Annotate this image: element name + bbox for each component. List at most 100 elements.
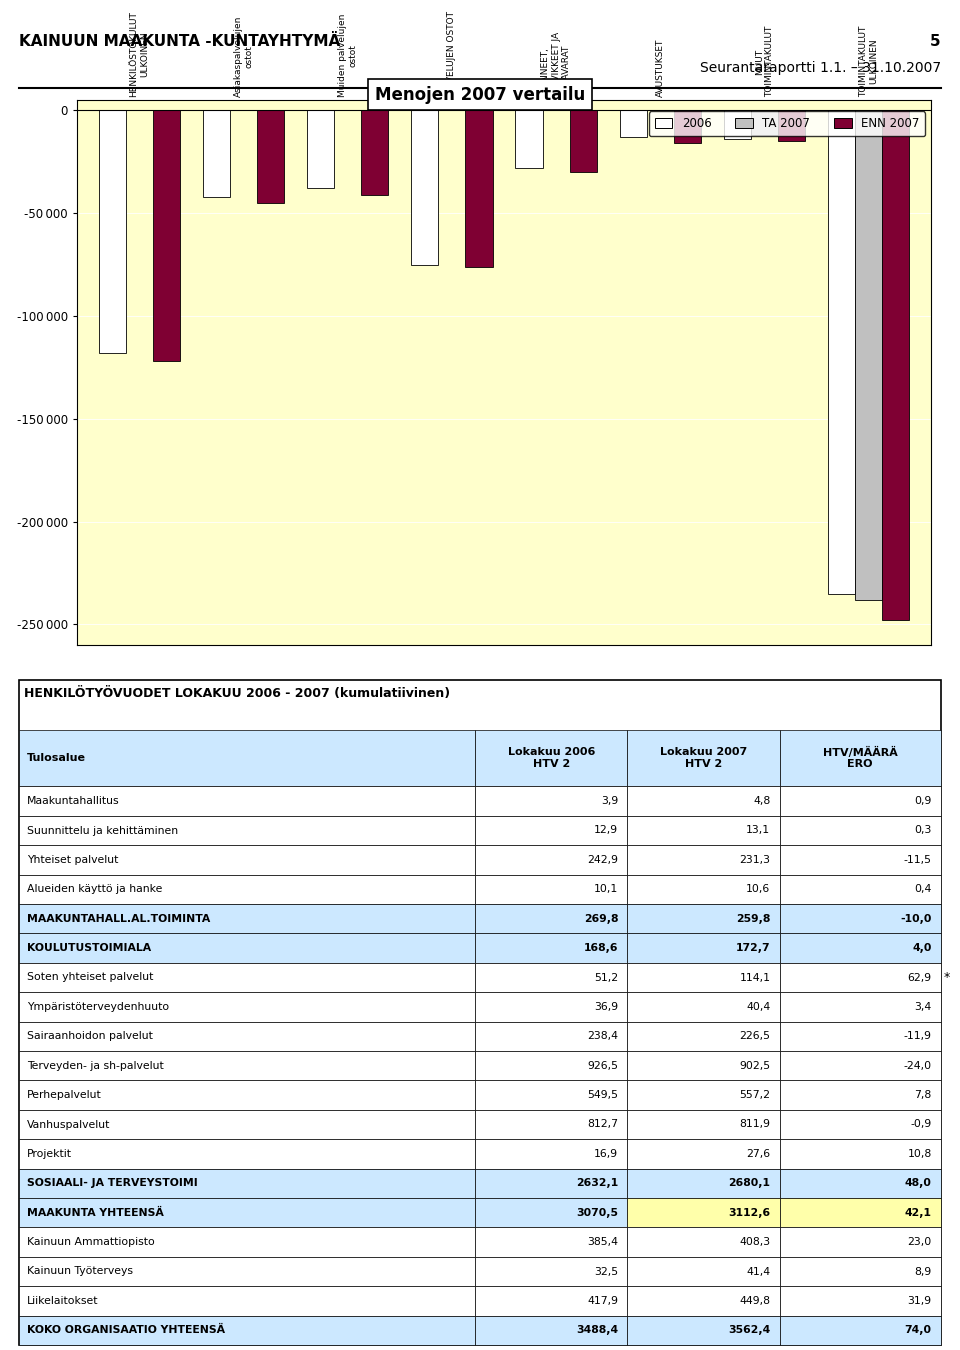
Text: Seurantaraportti 1.1. – 31.10.2007: Seurantaraportti 1.1. – 31.10.2007 bbox=[700, 61, 941, 74]
Bar bbox=[569, 111, 597, 171]
Text: -10,0: -10,0 bbox=[900, 914, 931, 923]
Text: 10,6: 10,6 bbox=[746, 884, 770, 894]
Text: KOULUTUSTOIMIALA: KOULUTUSTOIMIALA bbox=[27, 944, 151, 953]
Bar bbox=[778, 111, 805, 142]
Bar bbox=[628, 1080, 780, 1110]
Text: Lokakuu 2006
HTV 2: Lokakuu 2006 HTV 2 bbox=[508, 748, 595, 770]
Bar bbox=[628, 1110, 780, 1139]
Bar bbox=[628, 875, 780, 905]
Text: KOKO ORGANISAATIO YHTEENSÄ: KOKO ORGANISAATIO YHTEENSÄ bbox=[27, 1326, 225, 1335]
Text: -24,0: -24,0 bbox=[903, 1061, 931, 1071]
Bar bbox=[475, 1139, 628, 1169]
Bar bbox=[19, 1022, 475, 1052]
Text: Alueiden käyttö ja hanke: Alueiden käyttö ja hanke bbox=[27, 884, 162, 894]
Bar bbox=[780, 1227, 941, 1257]
Bar bbox=[780, 1169, 941, 1197]
Text: 51,2: 51,2 bbox=[594, 972, 618, 983]
Text: 8,9: 8,9 bbox=[914, 1266, 931, 1277]
Text: 4,8: 4,8 bbox=[753, 796, 770, 806]
Text: 259,8: 259,8 bbox=[736, 914, 770, 923]
Text: MAAKUNTA YHTEENSÄ: MAAKUNTA YHTEENSÄ bbox=[27, 1208, 163, 1218]
Text: 5: 5 bbox=[930, 34, 941, 49]
Bar bbox=[257, 111, 284, 202]
Bar bbox=[475, 933, 628, 963]
Bar bbox=[780, 845, 941, 875]
Bar bbox=[628, 845, 780, 875]
Bar bbox=[855, 111, 882, 599]
Text: MAAKUNTAHALL.AL.TOIMINTA: MAAKUNTAHALL.AL.TOIMINTA bbox=[27, 914, 210, 923]
Text: 40,4: 40,4 bbox=[746, 1002, 770, 1012]
Text: Perhepalvelut: Perhepalvelut bbox=[27, 1089, 102, 1100]
Text: 926,5: 926,5 bbox=[588, 1061, 618, 1071]
Text: Maakuntahallitus: Maakuntahallitus bbox=[27, 796, 119, 806]
Text: 3488,4: 3488,4 bbox=[576, 1326, 618, 1335]
Text: 13,1: 13,1 bbox=[746, 825, 770, 836]
Bar bbox=[628, 1316, 780, 1345]
Bar bbox=[628, 1227, 780, 1257]
Text: 23,0: 23,0 bbox=[907, 1237, 931, 1247]
Bar bbox=[475, 1022, 628, 1052]
Text: Vanhuspalvelut: Vanhuspalvelut bbox=[27, 1119, 110, 1130]
Bar bbox=[780, 904, 941, 933]
Text: Lokakuu 2007
HTV 2: Lokakuu 2007 HTV 2 bbox=[660, 748, 747, 770]
Bar bbox=[19, 904, 475, 933]
Bar bbox=[475, 1227, 628, 1257]
Bar bbox=[619, 111, 647, 136]
Bar bbox=[628, 933, 780, 963]
Text: KAINUUN MAAKUNTA -KUNTAYHTYMÄ: KAINUUN MAAKUNTA -KUNTAYHTYMÄ bbox=[19, 34, 341, 49]
Bar bbox=[475, 963, 628, 992]
Text: 62,9: 62,9 bbox=[907, 972, 931, 983]
Bar bbox=[475, 1110, 628, 1139]
Text: 231,3: 231,3 bbox=[739, 855, 770, 865]
Bar bbox=[628, 1197, 780, 1227]
Bar bbox=[628, 1257, 780, 1287]
Text: 4,0: 4,0 bbox=[912, 944, 931, 953]
Bar bbox=[475, 787, 628, 815]
Bar bbox=[780, 1316, 941, 1345]
Bar bbox=[361, 111, 389, 194]
Text: 114,1: 114,1 bbox=[739, 972, 770, 983]
Bar bbox=[19, 963, 475, 992]
Text: 549,5: 549,5 bbox=[588, 1089, 618, 1100]
Text: 0,9: 0,9 bbox=[914, 796, 931, 806]
Text: 168,6: 168,6 bbox=[584, 944, 618, 953]
Text: 3562,4: 3562,4 bbox=[728, 1326, 770, 1335]
Text: 10,1: 10,1 bbox=[594, 884, 618, 894]
Bar bbox=[475, 815, 628, 845]
Text: 0,4: 0,4 bbox=[914, 884, 931, 894]
Bar bbox=[475, 992, 628, 1022]
Bar bbox=[828, 111, 855, 594]
Text: Sairaanhoidon palvelut: Sairaanhoidon palvelut bbox=[27, 1031, 153, 1041]
Bar bbox=[780, 1052, 941, 1080]
Text: 3112,6: 3112,6 bbox=[729, 1208, 770, 1218]
Bar bbox=[475, 1197, 628, 1227]
Text: Kainuun Työterveys: Kainuun Työterveys bbox=[27, 1266, 132, 1277]
Text: 10,8: 10,8 bbox=[907, 1149, 931, 1158]
Text: 449,8: 449,8 bbox=[739, 1296, 770, 1305]
Bar bbox=[780, 1110, 941, 1139]
Text: 16,9: 16,9 bbox=[594, 1149, 618, 1158]
Text: 32,5: 32,5 bbox=[594, 1266, 618, 1277]
Bar bbox=[628, 904, 780, 933]
Bar bbox=[19, 1287, 475, 1316]
Bar bbox=[780, 1139, 941, 1169]
Text: -11,9: -11,9 bbox=[903, 1031, 931, 1041]
Text: 408,3: 408,3 bbox=[739, 1237, 770, 1247]
Bar bbox=[19, 933, 475, 963]
Bar bbox=[628, 1139, 780, 1169]
Text: 238,4: 238,4 bbox=[588, 1031, 618, 1041]
Bar bbox=[19, 1197, 475, 1227]
Bar bbox=[475, 1287, 628, 1316]
Text: 226,5: 226,5 bbox=[739, 1031, 770, 1041]
Bar bbox=[780, 875, 941, 905]
Bar bbox=[307, 111, 334, 189]
Bar bbox=[19, 730, 475, 787]
Text: 417,9: 417,9 bbox=[588, 1296, 618, 1305]
Text: 41,4: 41,4 bbox=[746, 1266, 770, 1277]
Bar bbox=[475, 904, 628, 933]
Text: Terveyden- ja sh-palvelut: Terveyden- ja sh-palvelut bbox=[27, 1061, 163, 1071]
Bar bbox=[475, 730, 628, 787]
Text: 242,9: 242,9 bbox=[588, 855, 618, 865]
Bar bbox=[780, 787, 941, 815]
Bar bbox=[411, 111, 439, 265]
